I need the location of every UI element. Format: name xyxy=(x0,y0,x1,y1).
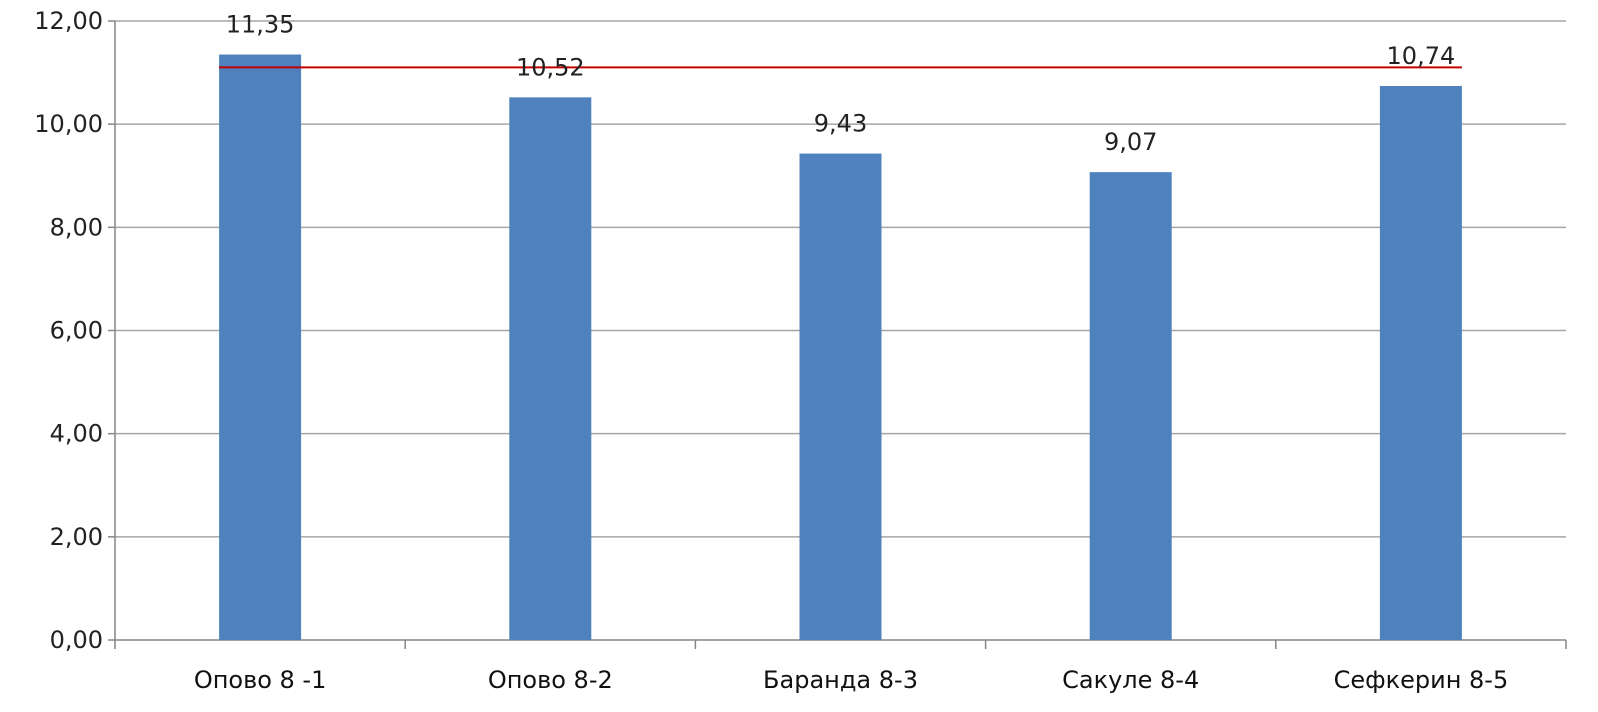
data-label: 9,43 xyxy=(814,110,867,138)
data-label: 9,07 xyxy=(1104,128,1157,156)
y-tick-label: 4,00 xyxy=(50,420,103,448)
bar xyxy=(219,54,302,640)
data-label: 10,52 xyxy=(516,53,585,81)
labels: 0,00 2,00 4,00 6,00 8,00 10,00 12,00 Опово 8 -1… xyxy=(34,7,1508,694)
y-tick-label: 0,00 xyxy=(50,626,103,654)
bar xyxy=(1379,85,1462,641)
data-label: 11,35 xyxy=(226,11,295,39)
x-category-label: Баранда 8-3 xyxy=(763,666,918,694)
y-tick-label: 2,00 xyxy=(50,523,103,551)
data-label: 10,74 xyxy=(1387,42,1456,70)
y-tick-label: 12,00 xyxy=(34,7,103,35)
bar xyxy=(799,153,882,641)
bars xyxy=(219,54,1462,641)
x-category-label: Сакуле 8-4 xyxy=(1062,666,1199,694)
y-tick-label: 6,00 xyxy=(50,317,103,345)
x-category-label: Сефкерин 8-5 xyxy=(1334,666,1509,694)
x-category-label: Опово 8 -1 xyxy=(194,666,327,694)
x-category-label: Опово 8-2 xyxy=(488,666,613,694)
y-tick-label: 10,00 xyxy=(34,110,103,138)
bar xyxy=(509,97,592,641)
bar xyxy=(1089,172,1172,640)
y-tick-label: 8,00 xyxy=(50,213,103,241)
